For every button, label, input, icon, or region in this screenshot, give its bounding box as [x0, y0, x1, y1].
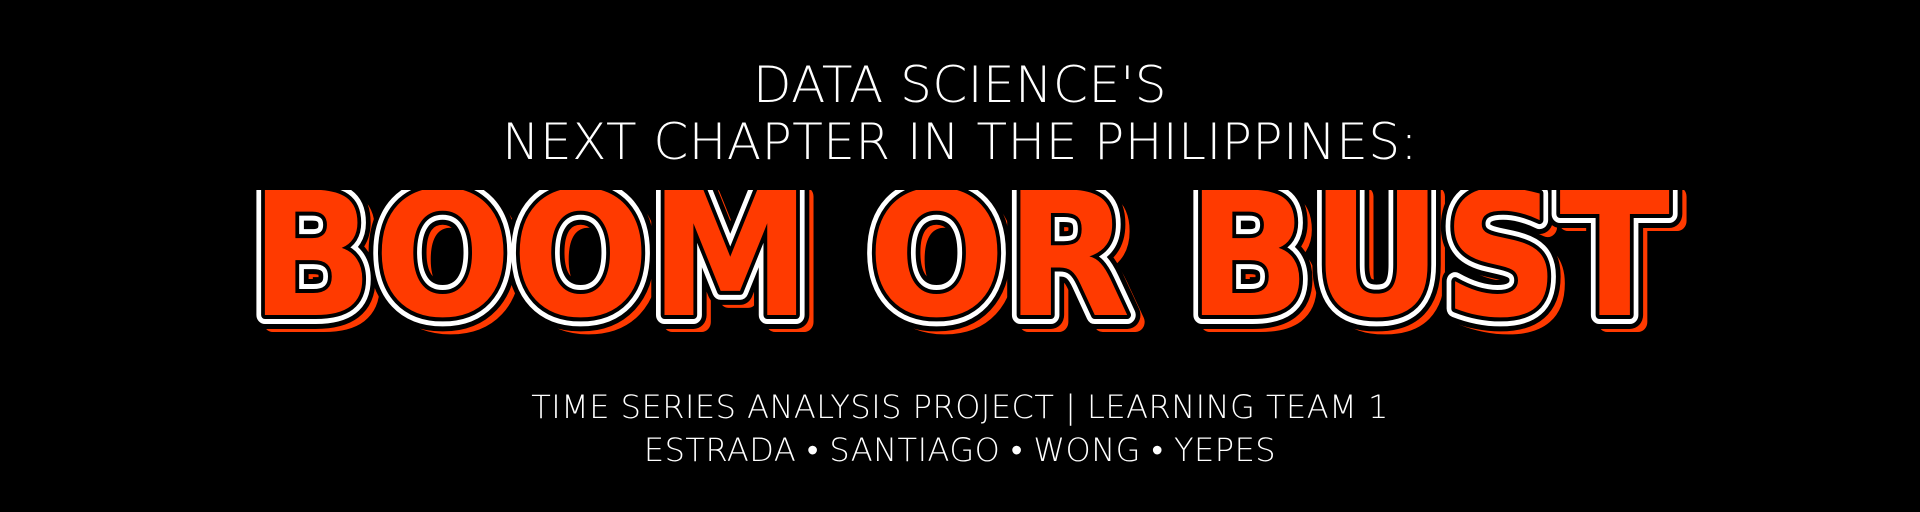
heading-line-1: DATA SCIENCE'S — [752, 56, 1168, 114]
hero-title-black-outline: BOOM OR BUST — [250, 190, 1670, 356]
heading-line-2: NEXT CHAPTER IN THE PHILIPPINES: — [502, 113, 1418, 171]
team-members: ESTRADA • SANTIAGO • WONG • YEPES — [643, 431, 1277, 469]
hero-title-white-outline: BOOM OR BUST — [250, 190, 1670, 356]
hero-title-graphic: BOOM OR BUST BOOM OR BUST BOOM OR BUST B… — [236, 190, 1688, 370]
project-subtitle: TIME SERIES ANALYSIS PROJECT | LEARNING … — [531, 388, 1389, 426]
hero-title-shadow: BOOM OR BUST — [258, 190, 1678, 363]
hero-title: BOOM OR BUST — [250, 190, 1670, 356]
hero-title-inner-outline: BOOM OR BUST — [250, 190, 1670, 356]
